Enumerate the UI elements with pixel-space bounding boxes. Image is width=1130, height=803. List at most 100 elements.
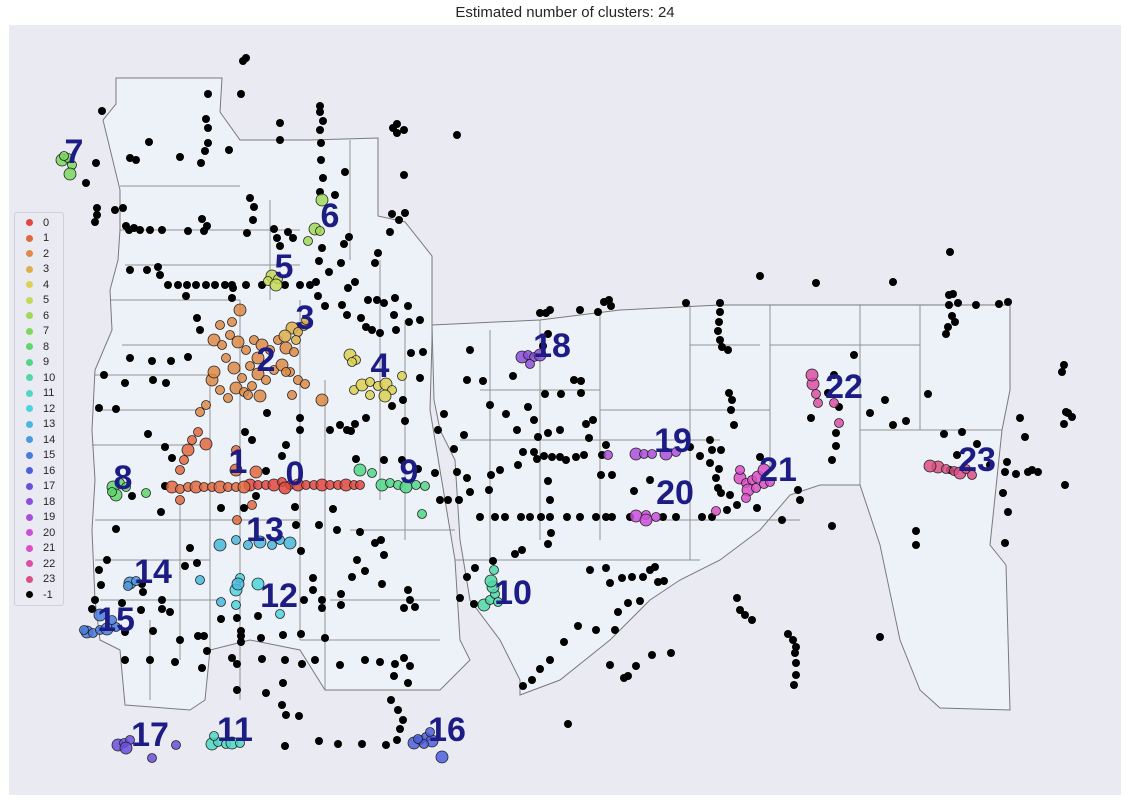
cluster-13-point-3: [253, 535, 267, 549]
noise-point-174: [258, 655, 266, 663]
cluster-label-23: 23: [958, 441, 996, 479]
noise-point-411: [828, 456, 836, 464]
noise-point-57: [331, 191, 339, 199]
noise-point-322: [716, 299, 724, 307]
noise-point-435: [1004, 508, 1012, 516]
cluster-15-point-5: [107, 615, 117, 625]
cluster-2-point-4: [241, 345, 251, 355]
noise-point-93: [416, 374, 424, 382]
noise-point-366: [639, 573, 647, 581]
noise-point-193: [382, 741, 390, 749]
noise-point-78: [357, 314, 365, 322]
noise-point-62: [386, 228, 394, 236]
noise-point-420: [986, 461, 994, 469]
noise-point-58: [400, 171, 408, 179]
legend-item-16: 16: [15, 463, 63, 479]
noise-point-399: [790, 681, 798, 689]
noise-point-280: [519, 448, 527, 456]
noise-point-400: [876, 633, 884, 641]
noise-point-14: [400, 126, 408, 134]
noise-point-296: [524, 403, 532, 411]
cluster-1-point-12: [181, 443, 195, 457]
noise-point-219: [309, 574, 317, 582]
noise-point-96: [362, 414, 370, 422]
legend-label: 4: [43, 278, 50, 291]
noise-point-448: [1004, 298, 1012, 306]
legend-marker: [26, 405, 33, 413]
noise-point-7: [319, 117, 327, 125]
noise-point-405: [830, 371, 838, 379]
legend-label: 22: [43, 557, 56, 570]
noise-point-403: [828, 522, 836, 530]
noise-point-342: [726, 491, 734, 499]
noise-point-181: [391, 660, 399, 668]
noise-point-369: [654, 578, 662, 586]
noise-point-316: [576, 306, 584, 314]
legend-marker: [26, 281, 33, 289]
cluster-14-point-2: [123, 581, 133, 591]
noise-point-48: [273, 234, 281, 242]
legend-marker: [26, 420, 33, 428]
noise-point-265: [602, 513, 610, 521]
noise-point-268: [659, 513, 667, 521]
noise-point-64: [340, 240, 348, 248]
cluster-label-11: 11: [217, 711, 253, 749]
noise-point-234: [237, 627, 245, 635]
noise-point-305: [544, 429, 552, 437]
legend-item-9: 9: [15, 355, 63, 371]
noise-point-158: [149, 627, 157, 635]
cluster-label-2: 2: [257, 341, 276, 379]
noise-point-185: [279, 679, 287, 687]
cluster-9-point-8: [417, 509, 427, 519]
legend-label: 2: [43, 247, 50, 260]
cluster-2-point-34: [287, 390, 297, 400]
noise-point-297: [541, 390, 549, 398]
noise-point-371: [636, 597, 644, 605]
noise-point-372: [624, 599, 632, 607]
noise-point-330: [728, 396, 736, 404]
noise-point-200: [404, 679, 412, 687]
cluster-8-point-5: [141, 488, 151, 498]
noise-point-72: [325, 268, 333, 276]
noise-point-109: [156, 271, 164, 279]
noise-point-194: [393, 736, 401, 744]
noise-point-450: [889, 278, 897, 286]
noise-point-361: [602, 564, 610, 572]
noise-point-104: [434, 426, 442, 434]
noise-point-222: [318, 604, 326, 612]
noise-point-2: [98, 107, 106, 115]
cluster-2-point-35: [300, 379, 310, 389]
cluster-2-point-1: [217, 340, 227, 350]
cluster-1-point-14: [193, 427, 203, 437]
cluster-15-point-6: [93, 608, 107, 622]
noise-point-347: [630, 487, 638, 495]
noise-point-90: [368, 326, 376, 334]
noise-point-143: [157, 508, 165, 516]
noise-point-130: [167, 357, 175, 365]
noise-point-190: [315, 737, 323, 745]
legend-item-18: 18: [15, 494, 63, 510]
cluster-label-6: 6: [321, 197, 340, 235]
cluster-2-point-31: [215, 320, 225, 330]
noise-point-231: [181, 562, 189, 570]
noise-point-74: [314, 292, 322, 300]
noise-point-419: [953, 451, 961, 459]
noise-point-281: [530, 448, 538, 456]
noise-point-453: [708, 446, 716, 454]
noise-point-176: [298, 660, 306, 668]
cluster-19-point-5: [603, 450, 613, 460]
noise-point-392: [748, 616, 756, 624]
noise-point-56: [341, 168, 349, 176]
noise-point-365: [628, 573, 636, 581]
noise-point-26: [92, 159, 100, 167]
noise-point-263: [576, 513, 584, 521]
noise-point-438: [942, 330, 950, 338]
noise-point-68: [351, 278, 359, 286]
noise-point-293: [513, 426, 521, 434]
noise-point-444: [954, 299, 962, 307]
noise-point-133: [100, 371, 108, 379]
noise-point-439: [944, 323, 952, 331]
legend-label: 21: [43, 542, 56, 555]
cluster-2-point-33: [233, 303, 247, 317]
